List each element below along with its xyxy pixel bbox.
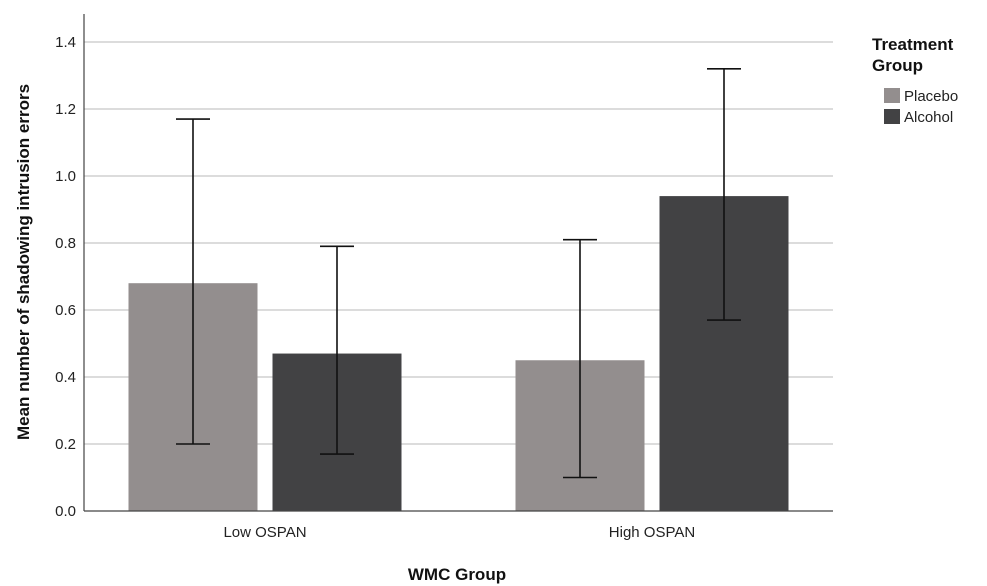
error-bars (176, 68, 741, 479)
x-axis-title: WMC Group (408, 565, 506, 584)
legend-items: Placebo Alcohol (884, 88, 958, 126)
y-tick-label: 0.6 (55, 302, 76, 319)
x-category-label: High OSPAN (609, 524, 695, 541)
y-axis-title: Mean number of shadowing intrusion error… (14, 84, 33, 440)
y-tick-label: 0.4 (55, 369, 76, 386)
y-tick-label: 1.4 (55, 34, 76, 51)
y-tick-label: 0.8 (55, 235, 76, 252)
x-category-label: Low OSPAN (223, 524, 306, 541)
legend-swatch-placebo (884, 88, 900, 103)
y-tick-label: 1.2 (55, 101, 76, 118)
legend-swatch-alcohol (884, 109, 900, 124)
legend-label-placebo: Placebo (904, 88, 958, 105)
y-tick-label: 1.0 (55, 168, 76, 185)
legend: Treatment Group Placebo Alcohol (872, 35, 958, 126)
axes (83, 14, 833, 512)
legend-title-line-1: Treatment (872, 35, 954, 54)
axis-labels: 0.0 0.2 0.4 0.6 0.8 1.0 1.2 1.4 Low OSPAN High OS… (55, 34, 695, 541)
y-tick-label: 0.0 (55, 503, 76, 520)
legend-title-line-2: Group (872, 56, 923, 75)
legend-label-alcohol: Alcohol (904, 109, 953, 126)
y-tick-label: 0.2 (55, 436, 76, 453)
